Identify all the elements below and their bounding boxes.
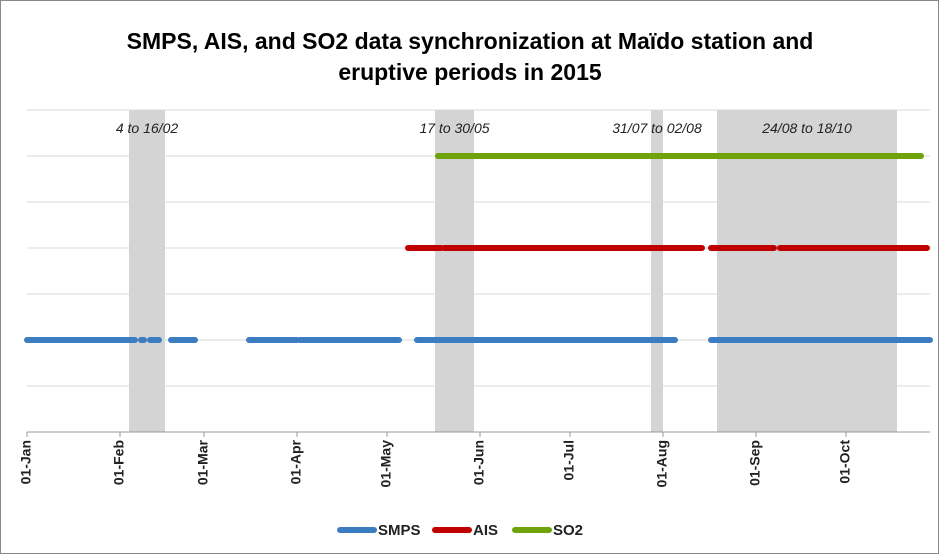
x-tick-label: 01-Aug: [654, 440, 670, 487]
x-tick-label: 01-Jul: [561, 440, 577, 480]
legend-label: SO2: [553, 522, 583, 539]
period-label: 24/08 to 18/10: [761, 120, 852, 136]
legend-label: AIS: [473, 522, 498, 539]
x-tick-label: 01-May: [378, 440, 394, 488]
x-tick-label: 01-Feb: [111, 440, 127, 485]
eruptive-period: [651, 110, 663, 432]
x-tick-label: 01-Jan: [18, 440, 34, 484]
x-tick-label: 01-Sep: [747, 440, 763, 486]
x-tick-label: 01-Jun: [471, 440, 487, 485]
x-tick-label: 01-Apr: [288, 439, 304, 484]
eruptive-period: [435, 110, 474, 432]
period-label: 31/07 to 02/08: [612, 120, 702, 136]
eruptive-period: [129, 110, 165, 432]
period-label: 17 to 30/05: [419, 120, 489, 136]
x-tick-label: 01-Mar: [195, 439, 211, 485]
chart-title: SMPS, AIS, and SO2 data synchronization …: [126, 28, 814, 85]
period-label: 4 to 16/02: [116, 120, 178, 136]
x-tick-label: 01-Oct: [837, 440, 853, 484]
legend-label: SMPS: [378, 522, 421, 539]
eruptive-period: [717, 110, 897, 432]
